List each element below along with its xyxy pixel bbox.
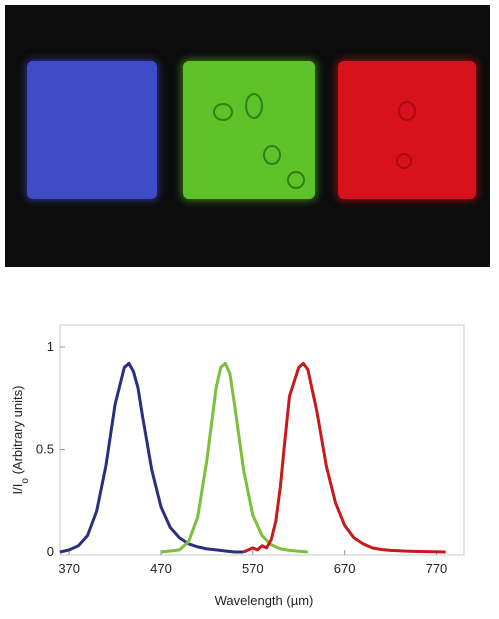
y-tick-label: 0 xyxy=(47,544,54,559)
red-speck xyxy=(396,153,412,169)
x-axis-ticks: 370 470 570 670 770 xyxy=(58,550,447,576)
blue-emission-square xyxy=(27,61,157,199)
y-tick-label: 1 xyxy=(47,339,54,354)
emission-spectrum-chart: 00.51 370 470 570 670 770 Wavelength (µm) I/… xyxy=(10,324,465,608)
x-tick-label: 670 xyxy=(334,561,356,576)
y-axis-ticks: 00.51 xyxy=(36,339,65,559)
series-line-3 xyxy=(242,361,446,554)
series-line-1 xyxy=(59,361,244,554)
green-speck xyxy=(213,103,233,121)
red-speck xyxy=(398,101,416,121)
plot-frame xyxy=(59,324,465,556)
y-tick-label: 0.5 xyxy=(36,442,54,457)
red-emission-square xyxy=(338,61,476,199)
green-speck xyxy=(245,93,263,119)
x-tick-label: 770 xyxy=(426,561,448,576)
green-speck xyxy=(287,171,305,189)
green-speck xyxy=(263,145,281,165)
emission-photo xyxy=(5,5,490,267)
x-axis-label: Wavelength (µm) xyxy=(215,593,314,608)
x-tick-label: 370 xyxy=(58,561,80,576)
series-line-2 xyxy=(160,361,309,554)
x-tick-label: 570 xyxy=(242,561,264,576)
y-axis-label: I/Io (Arbitrary units) xyxy=(10,386,31,495)
green-emission-square xyxy=(183,61,315,199)
series-group xyxy=(59,361,446,554)
x-tick-label: 470 xyxy=(150,561,172,576)
